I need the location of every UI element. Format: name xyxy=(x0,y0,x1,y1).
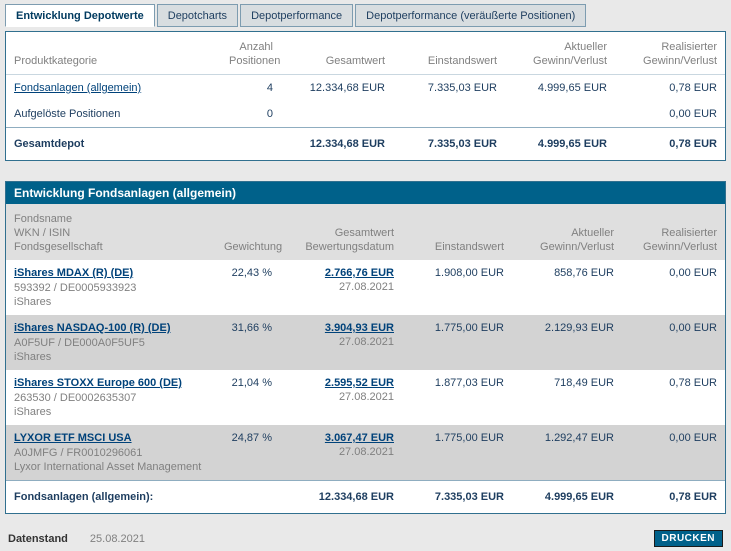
aktueller-gewinn-value: 4.999,65 EUR xyxy=(537,82,607,94)
fund-value-link[interactable]: 3.904,93 EUR xyxy=(324,322,394,334)
fund-realized-pl: 0,00 EUR xyxy=(669,322,717,334)
tab-entwicklung-depotwerte[interactable]: Entwicklung Depotwerte xyxy=(5,4,155,27)
col-header-gesamtwert-bewertungsdatum: Gesamtwert Bewertungsdatum xyxy=(280,204,402,260)
datenstand-value: 25.08.2021 xyxy=(89,532,145,545)
realisierter-gewinn-value: 0,00 EUR xyxy=(669,108,717,120)
fund-value-date: 27.08.2021 xyxy=(338,391,394,403)
summary-row-aufgeloeste-positionen: Aufgelöste Positionen 0 0,00 EUR xyxy=(6,101,725,128)
fund-company: iShares xyxy=(14,296,52,308)
col-header-aktueller-gewinn-verlust: Aktueller Gewinn/Verlust xyxy=(505,32,615,75)
funds-header-row: Fondsname WKN / ISIN Fondsgesellschaft G… xyxy=(6,204,725,260)
fund-current-pl: 2.129,93 EUR xyxy=(544,322,614,334)
category-label: Aufgelöste Positionen xyxy=(14,108,121,120)
fund-name-link[interactable]: iShares NASDAQ-100 (R) (DE) xyxy=(14,322,171,334)
funds-total-current-pl: 4.999,65 EUR xyxy=(512,480,622,513)
fund-company: iShares xyxy=(14,406,52,418)
fund-cost: 1.877,03 EUR xyxy=(434,377,504,389)
tab-depotperformance-veraeusserte-positionen[interactable]: Depotperformance (veräußerte Positionen) xyxy=(355,4,587,27)
positions-count: 4 xyxy=(266,82,273,94)
fund-wkn-isin: 593392 / DE0005933923 xyxy=(14,282,137,294)
fund-current-pl: 718,49 EUR xyxy=(554,377,614,389)
fund-value-link[interactable]: 2.766,76 EUR xyxy=(324,267,394,279)
gesamtwert-value xyxy=(281,101,393,128)
fund-wkn-isin: 263530 / DE0002635307 xyxy=(14,392,137,404)
fund-row: iShares NASDAQ-100 (R) (DE) A0F5UF / DE0… xyxy=(6,315,725,370)
tab-label: Depotperformance xyxy=(251,10,343,22)
gesamtwert-total: 12.334,68 EUR xyxy=(281,127,393,160)
fund-realized-pl: 0,78 EUR xyxy=(669,377,717,389)
einstandswert-value: 7.335,03 EUR xyxy=(427,82,497,94)
col-header-einstandswert: Einstandswert xyxy=(393,32,505,75)
aktueller-gewinn-total: 4.999,65 EUR xyxy=(505,127,615,160)
tab-depotcharts[interactable]: Depotcharts xyxy=(156,4,239,27)
col-header-realisierter-gewinn-verlust: Realisierter Gewinn/Verlust xyxy=(615,32,725,75)
fund-weight: 24,87 % xyxy=(231,432,272,444)
fund-value-link[interactable]: 2.595,52 EUR xyxy=(324,377,394,389)
col-header-gesamtwert: Gesamtwert xyxy=(281,32,393,75)
funds-total-row: Fondsanlagen (allgemein): 12.334,68 EUR … xyxy=(6,480,725,513)
col-header-anzahl-positionen: Anzahl Positionen xyxy=(221,32,281,75)
fund-row: iShares MDAX (R) (DE) 593392 / DE0005933… xyxy=(6,260,725,315)
fund-value-date: 27.08.2021 xyxy=(338,281,394,293)
gesamtwert-value: 12.334,68 EUR xyxy=(309,82,385,94)
gesamtdepot-label: Gesamtdepot xyxy=(6,127,221,160)
realisierter-gewinn-total: 0,78 EUR xyxy=(615,127,725,160)
fund-cost: 1.775,00 EUR xyxy=(434,322,504,334)
tab-depotperformance[interactable]: Depotperformance xyxy=(240,4,354,27)
funds-section-title: Entwicklung Fondsanlagen (allgemein) xyxy=(6,182,725,204)
einstandswert-value xyxy=(393,101,505,128)
tab-label: Entwicklung Depotwerte xyxy=(16,10,144,22)
funds-total-realized-pl: 0,78 EUR xyxy=(622,480,725,513)
fund-value-date: 27.08.2021 xyxy=(338,336,394,348)
col-header-gewichtung: Gewichtung xyxy=(216,204,282,260)
summary-row-fondsanlagen: Fondsanlagen (allgemein) 4 12.334,68 EUR… xyxy=(6,75,725,102)
realisierter-gewinn-value: 0,78 EUR xyxy=(669,82,717,94)
fund-company: Lyxor International Asset Management xyxy=(14,461,202,473)
funds-panel: Entwicklung Fondsanlagen (allgemein) Fon… xyxy=(5,181,726,514)
fund-wkn-isin: A0JMFG / FR0010296061 xyxy=(14,447,143,459)
aktueller-gewinn-value xyxy=(505,101,615,128)
fund-cost: 1.775,00 EUR xyxy=(434,432,504,444)
summary-total-row: Gesamtdepot 12.334,68 EUR 7.335,03 EUR 4… xyxy=(6,127,725,160)
tab-bar: Entwicklung Depotwerte Depotcharts Depot… xyxy=(5,4,726,27)
fondsanlagen-allgemein-link[interactable]: Fondsanlagen (allgemein) xyxy=(14,82,142,94)
fund-weight: 31,66 % xyxy=(231,322,272,334)
fund-cost: 1.908,00 EUR xyxy=(434,267,504,279)
fund-value-link[interactable]: 3.067,47 EUR xyxy=(324,432,394,444)
funds-total-cost: 7.335,03 EUR xyxy=(402,480,512,513)
fund-wkn-isin: A0F5UF / DE000A0F5UF5 xyxy=(14,337,145,349)
col-header-aktueller-gewinn-verlust: Aktueller Gewinn/Verlust xyxy=(512,204,622,260)
fund-realized-pl: 0,00 EUR xyxy=(669,267,717,279)
summary-header-row: Produktkategorie Anzahl Positionen Gesam… xyxy=(6,32,725,75)
summary-panel: Produktkategorie Anzahl Positionen Gesam… xyxy=(5,31,726,161)
fund-current-pl: 858,76 EUR xyxy=(554,267,614,279)
status-bar: Datenstand 25.08.2021 DRUCKEN xyxy=(5,530,726,547)
funds-total-label: Fondsanlagen (allgemein): xyxy=(6,480,216,513)
fund-name-link[interactable]: LYXOR ETF MSCI USA xyxy=(14,432,132,444)
drucken-button[interactable]: DRUCKEN xyxy=(653,530,723,547)
fund-company: iShares xyxy=(14,351,52,363)
col-header-realisierter-gewinn-verlust: Realisierter Gewinn/Verlust xyxy=(622,204,725,260)
tab-label: Depotperformance (veräußerte Positionen) xyxy=(366,10,576,22)
fund-value-date: 27.08.2021 xyxy=(338,446,394,458)
fund-row: LYXOR ETF MSCI USA A0JMFG / FR0010296061… xyxy=(6,425,725,481)
fund-name-link[interactable]: iShares MDAX (R) (DE) xyxy=(14,267,134,279)
tab-label: Depotcharts xyxy=(167,10,228,22)
summary-table: Produktkategorie Anzahl Positionen Gesam… xyxy=(6,32,725,160)
funds-table: Fondsname WKN / ISIN Fondsgesellschaft G… xyxy=(6,204,725,513)
einstandswert-total: 7.335,03 EUR xyxy=(393,127,505,160)
col-header-produktkategorie: Produktkategorie xyxy=(6,32,221,75)
fund-realized-pl: 0,00 EUR xyxy=(669,432,717,444)
fund-weight: 22,43 % xyxy=(231,267,272,279)
funds-total-value: 12.334,68 EUR xyxy=(280,480,402,513)
col-header-fondsname-wkn-isin: Fondsname WKN / ISIN Fondsgesellschaft xyxy=(6,204,216,260)
fund-weight: 21,04 % xyxy=(231,377,272,389)
fund-row: iShares STOXX Europe 600 (DE) 263530 / D… xyxy=(6,370,725,425)
fund-current-pl: 1.292,47 EUR xyxy=(544,432,614,444)
col-header-einstandswert: Einstandswert xyxy=(402,204,512,260)
datenstand-label: Datenstand xyxy=(8,532,68,545)
positions-count: 0 xyxy=(266,108,273,120)
fund-name-link[interactable]: iShares STOXX Europe 600 (DE) xyxy=(14,377,182,389)
